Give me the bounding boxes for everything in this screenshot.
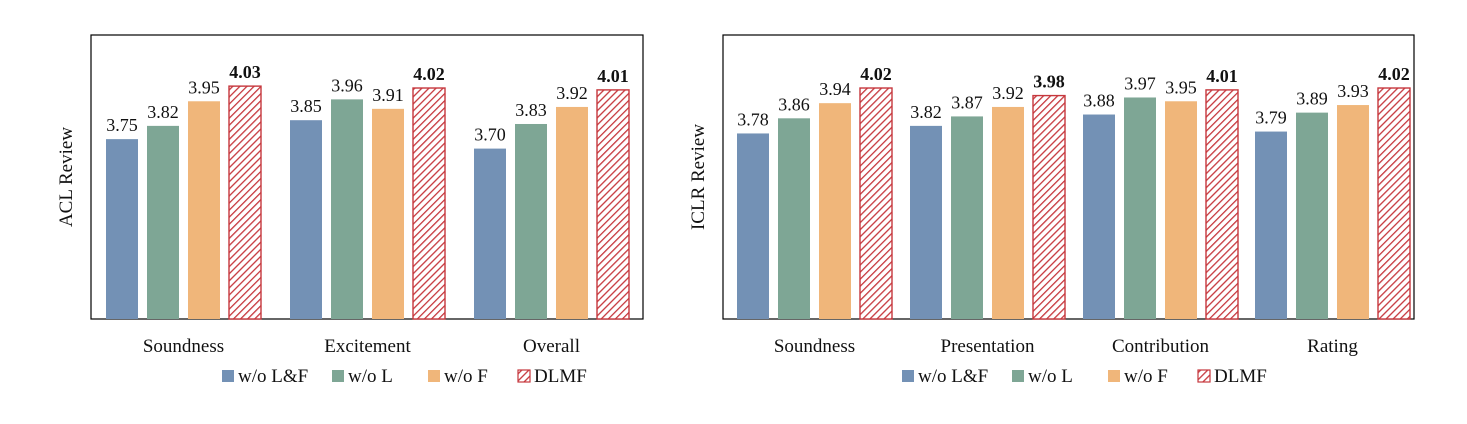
- acl-legend-swatch: [332, 370, 344, 382]
- iclr-legend-swatch: [1012, 370, 1024, 382]
- iclr-bar-soundness-0: [737, 133, 769, 319]
- iclr-bar-rating-1: [1296, 112, 1328, 319]
- iclr-bar-rating-0: [1255, 131, 1287, 319]
- acl-bars-group: 3.75 3.82 3.95 4.03 3.85 3.96 3.91 4.02 3.70 3.83…: [106, 62, 630, 320]
- iclr-bar-soundness-1: [778, 118, 810, 319]
- iclr-bar-contribution-3: [1205, 89, 1239, 320]
- iclr-legend: w/o L&F w/o L w/o F DLMF: [902, 366, 1267, 387]
- acl-x-tick-label: Excitement: [324, 336, 411, 357]
- iclr-bar-contribution-1: [1124, 97, 1156, 319]
- acl-data-label: 4.02: [413, 64, 445, 84]
- iclr-legend-label: w/o L: [1028, 366, 1073, 387]
- acl-bar-soundness-0: [106, 139, 138, 319]
- acl-x-tick-labels: Soundness Excitement Overall: [143, 336, 580, 357]
- acl-data-label: 3.92: [556, 83, 588, 103]
- acl-legend-label: w/o F: [444, 366, 488, 387]
- acl-bar-overall-3: [596, 89, 630, 320]
- iclr-x-tick-labels: Soundness Presentation Contribution Rating: [774, 336, 1358, 357]
- iclr-data-label: 3.94: [819, 79, 851, 99]
- acl-legend-swatch: [517, 369, 531, 383]
- acl-bar-excitement-3: [412, 87, 446, 320]
- acl-bar-excitement-1: [331, 99, 363, 319]
- iclr-bar-presentation-2: [992, 106, 1024, 320]
- iclr-data-label: 3.89: [1296, 89, 1328, 109]
- acl-data-label: 3.83: [515, 100, 547, 120]
- iclr-data-label: 3.86: [778, 94, 810, 114]
- iclr-data-label: 3.98: [1033, 72, 1065, 92]
- acl-data-label: 4.01: [597, 66, 629, 86]
- iclr-data-label: 3.79: [1255, 108, 1287, 128]
- acl-data-label: 3.82: [147, 102, 179, 122]
- acl-data-label: 3.85: [290, 96, 322, 116]
- acl-data-label: 3.75: [106, 115, 138, 135]
- iclr-legend-label: w/o F: [1124, 366, 1168, 387]
- iclr-plot-frame: [722, 34, 1415, 320]
- acl-bar-overall-1: [515, 123, 547, 319]
- iclr-bar-rating-3: [1377, 87, 1411, 320]
- iclr-bar-rating-2: [1337, 105, 1369, 319]
- iclr-data-label: 3.87: [951, 92, 983, 112]
- acl-bar-excitement-2: [372, 108, 404, 319]
- iclr-bar-soundness-2: [819, 103, 851, 319]
- iclr-bar-contribution-2: [1165, 101, 1197, 320]
- iclr-bar-presentation-3: [1032, 94, 1066, 320]
- acl-data-label: 3.96: [331, 75, 363, 95]
- acl-x-tick-label: Soundness: [143, 336, 224, 357]
- acl-data-label: 4.03: [229, 62, 261, 82]
- iclr-legend-label: DLMF: [1214, 366, 1267, 387]
- acl-plot-frame: [90, 34, 644, 320]
- iclr-data-label: 4.02: [860, 64, 892, 84]
- acl-x-tick-label: Overall: [523, 336, 580, 357]
- iclr-x-tick-label: Presentation: [941, 336, 1035, 357]
- iclr-bar-contribution-0: [1083, 114, 1115, 320]
- iclr-data-label: 3.97: [1124, 73, 1156, 93]
- iclr-y-axis-label: ICLR Review: [688, 124, 709, 230]
- acl-legend-label: DLMF: [534, 366, 587, 387]
- iclr-legend-swatch: [1197, 369, 1211, 383]
- iclr-bar-soundness-3: [859, 87, 893, 320]
- iclr-bars-group: 3.78 3.86 3.94 4.02 3.82 3.87 3.92 3.98 3.88 3.97…: [737, 64, 1411, 320]
- iclr-data-label: 3.93: [1337, 81, 1369, 101]
- iclr-data-label: 3.88: [1083, 91, 1115, 111]
- iclr-data-label: 3.78: [737, 109, 769, 129]
- iclr-x-tick-label: Soundness: [774, 336, 855, 357]
- acl-data-label: 3.70: [474, 125, 506, 145]
- acl-legend-swatch: [428, 370, 440, 382]
- acl-y-axis-label: ACL Review: [56, 127, 77, 227]
- acl-legend: w/o L&F w/o L w/o F DLMF: [222, 366, 587, 387]
- iclr-data-label: 4.01: [1206, 66, 1238, 86]
- iclr-data-label: 4.02: [1378, 64, 1410, 84]
- iclr-legend-swatch: [1108, 370, 1120, 382]
- acl-legend-label: w/o L&F: [238, 366, 308, 387]
- iclr-data-label: 3.95: [1165, 77, 1197, 97]
- acl-bar-soundness-1: [147, 125, 179, 319]
- acl-bar-soundness-2: [188, 101, 220, 320]
- acl-legend-swatch: [222, 370, 234, 382]
- iclr-legend-label: w/o L&F: [918, 366, 988, 387]
- iclr-data-label: 3.82: [910, 102, 942, 122]
- acl-bar-soundness-3: [228, 85, 262, 320]
- acl-bar-overall-2: [556, 106, 588, 320]
- iclr-data-label: 3.92: [992, 83, 1024, 103]
- iclr-legend-swatch: [902, 370, 914, 382]
- iclr-x-tick-label: Rating: [1307, 336, 1358, 357]
- acl-legend-label: w/o L: [348, 366, 393, 387]
- acl-bar-excitement-0: [290, 120, 322, 319]
- iclr-bar-presentation-0: [910, 125, 942, 319]
- acl-data-label: 3.91: [372, 85, 404, 105]
- iclr-bar-presentation-1: [951, 116, 983, 319]
- iclr-x-tick-label: Contribution: [1112, 336, 1210, 357]
- acl-data-label: 3.95: [188, 77, 220, 97]
- acl-bar-overall-0: [474, 148, 506, 319]
